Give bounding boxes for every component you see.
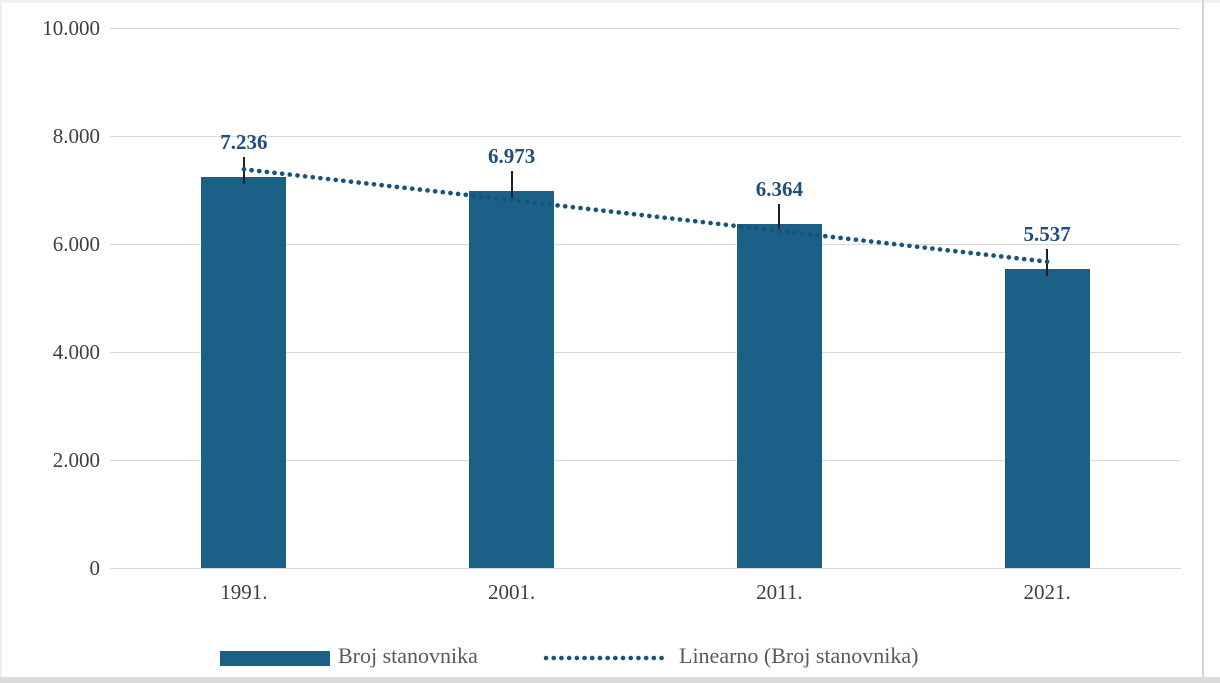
data-label-leader-line (510, 171, 513, 199)
y-gridline (110, 136, 1181, 137)
data-label: 6.364 (755, 177, 803, 202)
y-axis-tick-label: 0 (89, 556, 101, 580)
x-axis-tick-label: 1991. (220, 580, 268, 604)
y-axis-tick-label: 2.000 (52, 448, 100, 472)
y-gridline (110, 460, 1181, 461)
page-bottom-edge (0, 677, 1220, 683)
legend-label-series: Broj stanovnika (338, 643, 478, 668)
data-label: 7.236 (220, 130, 268, 155)
y-axis-tick-label: 8.000 (52, 124, 100, 148)
legend-dotted-line-icon (543, 655, 671, 661)
y-gridline (110, 28, 1181, 29)
page-right-edge (1202, 0, 1204, 677)
y-gridline (110, 244, 1181, 245)
y-axis-tick-label: 10.000 (42, 16, 100, 40)
legend-label-trendline: Linearno (Broj stanovnika) (679, 643, 919, 668)
x-axis-tick-label: 2001. (488, 580, 536, 604)
y-gridline (110, 568, 1181, 569)
page-left-edge (0, 0, 2, 677)
bar-2001 (469, 191, 555, 568)
bar-1991 (201, 177, 287, 568)
bar-2021 (1004, 269, 1090, 568)
x-axis-tick-label: 2011. (756, 580, 803, 604)
x-axis-tick-label: 2021. (1023, 580, 1071, 604)
bar-2011 (736, 224, 822, 568)
data-label: 5.537 (1023, 222, 1071, 246)
page-top-edge (0, 0, 1220, 3)
y-gridline (110, 352, 1181, 353)
y-axis-tick-label: 4.000 (52, 340, 100, 364)
y-axis-tick-label: 6.000 (52, 232, 100, 256)
legend-bar-swatch-icon (220, 651, 330, 666)
data-label-leader-line (778, 204, 781, 232)
data-label: 6.973 (488, 144, 536, 169)
